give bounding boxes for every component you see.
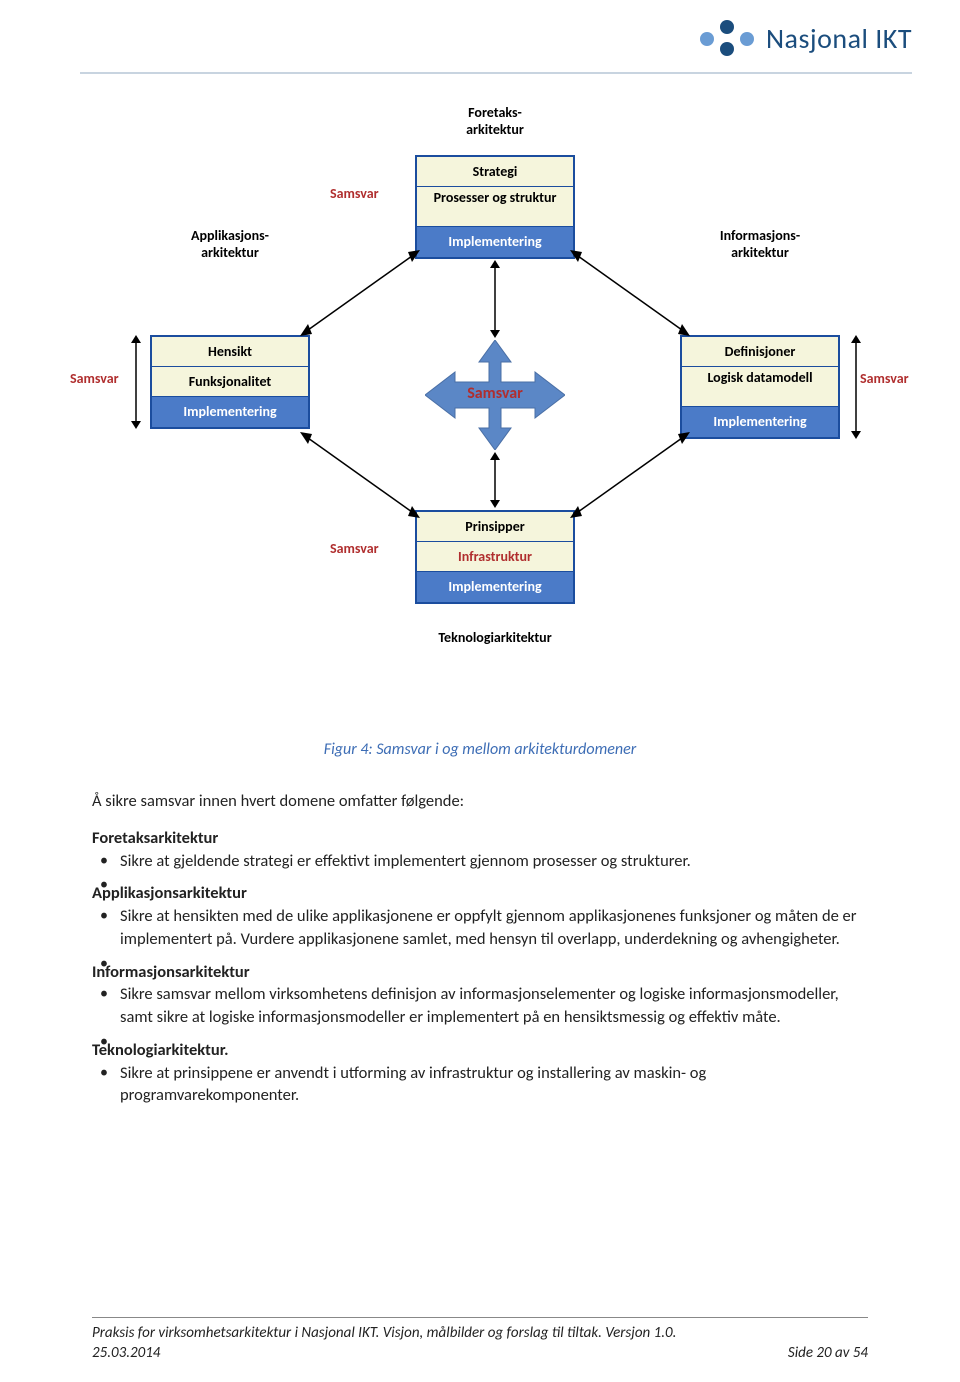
samsvar-label-far-left: Samsvar <box>70 370 119 387</box>
diag-arrow-br-icon <box>570 430 690 520</box>
bottom-box: Prinsipper Infrastruktur Implementering <box>415 510 575 604</box>
list-item: Sikre at gjeldende strategi er effektivt… <box>92 850 868 873</box>
right-box: Definisjoner Logisk datamodell Implement… <box>680 335 840 439</box>
list-item: Sikre samsvar mellom virksomhetens defin… <box>92 983 868 1029</box>
footer-date: 25.03.2014 <box>92 1344 160 1362</box>
left-box-r3: Implementering <box>152 397 308 427</box>
right-box-r3: Implementering <box>682 407 838 437</box>
left-box-r2: Funksjonalitet <box>152 367 308 397</box>
list-item: Sikre at hensikten med de ulike applikas… <box>92 905 868 951</box>
diag-arrow-bl-icon <box>300 430 420 520</box>
section-title-2: Informasjonsarkitektur <box>92 961 868 984</box>
samsvar-label-bottom: Samsvar <box>330 540 379 557</box>
left-box: Hensikt Funksjonalitet Implementering <box>150 335 310 429</box>
right-box-r1: Definisjoner <box>682 337 838 367</box>
figure-caption: Figur 4: Samsvar i og mellom arkitekturd… <box>0 740 960 759</box>
section-title-0: Foretaksarkitektur <box>92 827 868 850</box>
diag-arrow-tl-icon <box>300 248 420 338</box>
body-intro: Å sikre samsvar innen hvert domene omfat… <box>92 790 868 813</box>
top-box-r3: Implementering <box>417 227 573 257</box>
top-box: Strategi Prosesser og struktur Implement… <box>415 155 575 259</box>
right-domain-label: Informasjons-arkitektur <box>690 228 830 262</box>
section-list-2: Sikre samsvar mellom virksomhetens defin… <box>92 983 868 1029</box>
vert-arrow-bottom-small-icon <box>487 452 503 508</box>
header-rule <box>80 72 912 74</box>
logo-text: Nasjonal IKT <box>766 21 912 56</box>
center-samsvar-label: Samsvar <box>425 384 565 403</box>
diag-arrow-tr-icon <box>570 248 690 338</box>
bottom-box-r1: Prinsipper <box>417 512 573 542</box>
top-domain-label: Foretaks-arkitektur <box>415 105 575 139</box>
samsvar-label-top: Samsvar <box>330 185 379 202</box>
vert-arrow-left-icon <box>128 335 144 429</box>
center-cross-icon: Samsvar <box>425 340 565 450</box>
section-list-3: Sikre at prinsippene er anvendt i utform… <box>92 1062 868 1108</box>
logo-dots-icon <box>700 18 756 58</box>
list-item: Sikre at prinsippene er anvendt i utform… <box>92 1062 868 1108</box>
header-logo: Nasjonal IKT <box>700 18 912 58</box>
right-box-r2: Logisk datamodell <box>682 367 838 407</box>
section-title-1: Applikasjonsarkitektur <box>92 882 868 905</box>
footer-page: Side 20 av 54 <box>788 1344 868 1362</box>
vert-arrow-right-icon <box>848 335 864 439</box>
bottom-box-r3: Implementering <box>417 572 573 602</box>
bottom-box-r2: Infrastruktur <box>417 542 573 572</box>
architecture-diagram: Foretaks-arkitektur Strategi Prosesser o… <box>60 110 900 710</box>
page-footer: Praksis for virksomhetsarkitektur i Nasj… <box>92 1317 868 1362</box>
samsvar-label-far-right: Samsvar <box>860 370 909 387</box>
section-title-3: Teknologiarkitektur. <box>92 1039 868 1062</box>
left-domain-label: Applikasjons-arkitektur <box>160 228 300 262</box>
section-list-1: Sikre at hensikten med de ulike applikas… <box>92 905 868 951</box>
vert-arrow-top-small-icon <box>487 260 503 338</box>
section-list-0: Sikre at gjeldende strategi er effektivt… <box>92 850 868 873</box>
left-box-r1: Hensikt <box>152 337 308 367</box>
top-box-r1: Strategi <box>417 157 573 187</box>
bottom-domain-label: Teknologiarkitektur <box>415 630 575 647</box>
top-box-r2: Prosesser og struktur <box>417 187 573 227</box>
footer-title: Praksis for virksomhetsarkitektur i Nasj… <box>92 1324 868 1342</box>
footer-rule <box>92 1317 868 1318</box>
body-text: Å sikre samsvar innen hvert domene omfat… <box>92 790 868 1117</box>
